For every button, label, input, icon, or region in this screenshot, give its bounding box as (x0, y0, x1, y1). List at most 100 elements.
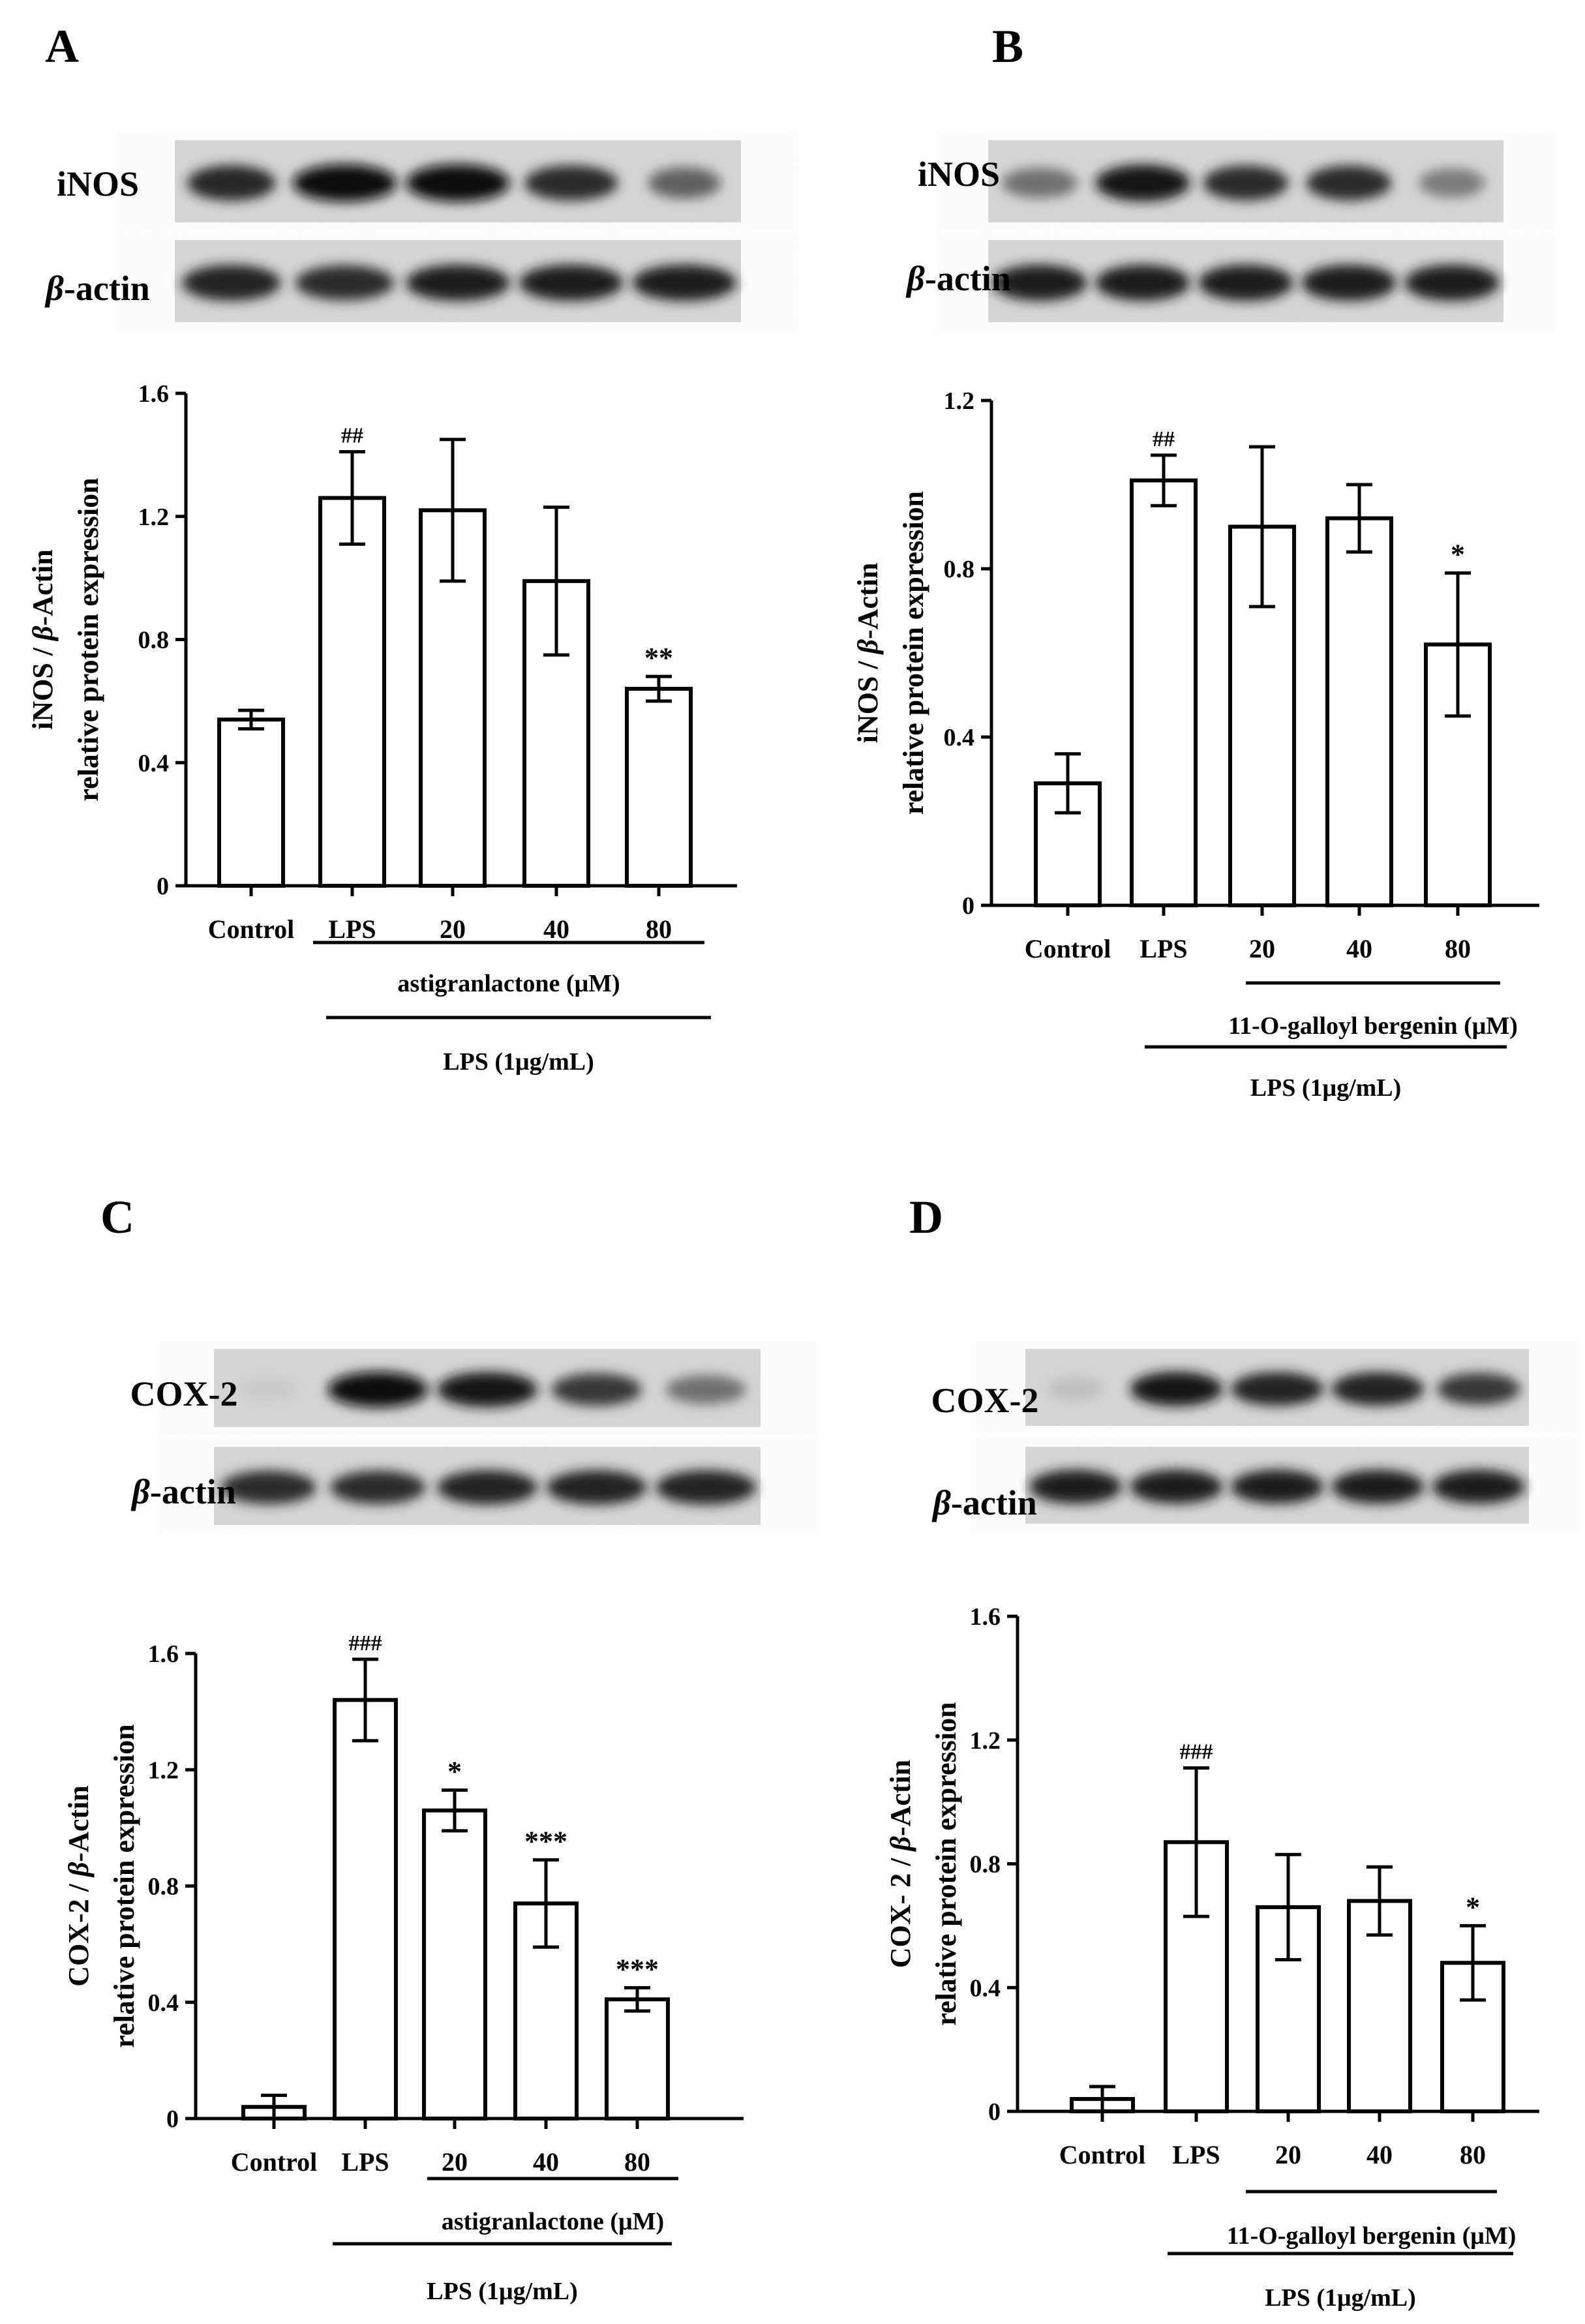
blot-band (1230, 1372, 1324, 1406)
group-label-treatment: astigranlactone (μM) (442, 2208, 664, 2235)
blot-label: COX-2 (130, 1374, 238, 1413)
blot-band (1048, 1377, 1104, 1401)
y-tick-label: 1.2 (138, 504, 170, 531)
blot-label: β-actin (130, 1472, 236, 1511)
blot-strip-beta-actin: β-actin (44, 240, 741, 322)
y-tick-label: 0 (988, 2098, 1001, 2126)
blot-label: iNOS (57, 164, 139, 204)
group-label-lps: LPS (1μg/mL) (427, 2278, 578, 2305)
x-tick-label: LPS (341, 2147, 389, 2177)
y-tick-label: 0.8 (138, 627, 170, 654)
blot-label-text: -actin (150, 1472, 236, 1511)
y-tick-label: 1.2 (944, 387, 975, 415)
x-tick-label: Control (1059, 2140, 1146, 2169)
x-tick-label: LPS (328, 914, 376, 944)
group-label-lps: LPS (1μg/mL) (443, 1048, 594, 1076)
blot-band (1306, 165, 1392, 201)
x-tick-label: 20 (1249, 934, 1275, 963)
bar (625, 687, 693, 888)
blot-band (295, 265, 395, 301)
y-tick-label: 1.6 (148, 1640, 179, 1668)
y-tick-label: 0.4 (138, 749, 170, 777)
blot-label-text: -actin (951, 1483, 1037, 1522)
y-tick-label: 0 (157, 873, 169, 900)
y-label-greek: β (63, 1862, 95, 1878)
group-label-lps: LPS (1μg/mL) (1265, 2284, 1416, 2312)
blot-band (327, 1372, 429, 1408)
x-tick-label: 80 (1445, 934, 1471, 963)
significance-mark: *** (616, 1953, 659, 1985)
x-tick-label: 40 (543, 914, 569, 944)
bar (1130, 478, 1198, 907)
panel-letter: C (100, 1191, 134, 1243)
blot-band (238, 1378, 299, 1402)
bar-chart: 0 0.4 0.8 1.2 1.6 Control LPS ### 20 * 40 *** 80 *** a… (63, 1631, 744, 2305)
blot-band (1331, 1470, 1425, 1504)
bar (422, 1808, 487, 2120)
blot-band (406, 264, 510, 301)
bar-chart: 0 0.4 0.8 1.2 Control LPS ## 20 40 80 * 11-O-galloy… (852, 387, 1539, 1102)
blot-band (181, 264, 281, 301)
y-tick-label: 1.2 (970, 1727, 1001, 1755)
significance-mark: *** (524, 1825, 567, 1857)
blot-band (1198, 264, 1293, 301)
blot-strip-beta-actin: β-actin (130, 1447, 761, 1525)
x-tick-label: 80 (646, 914, 672, 944)
blot-label-greek: β (130, 1472, 150, 1511)
blot-label: iNOS (918, 155, 1000, 194)
y-label-pre: COX-2 / (63, 1877, 95, 1987)
y-tick-label: 0.8 (970, 1851, 1001, 1879)
blot-band (648, 167, 721, 199)
y-label-post: -Actin (27, 549, 59, 626)
y-tick-label: 1.6 (970, 1603, 1001, 1631)
y-tick-label: 0 (166, 2105, 179, 2133)
bar (1325, 516, 1393, 907)
y-axis-label-line2: relative protein expression (108, 1724, 140, 2047)
y-tick-label: 1.6 (138, 380, 170, 408)
significance-mark: * (447, 1755, 462, 1787)
y-label-greek: β (884, 1836, 916, 1852)
blot-label-greek: β (931, 1483, 951, 1522)
blot-band (292, 164, 397, 202)
significance-mark: * (1466, 1891, 1480, 1923)
y-label-greek: β (27, 626, 59, 642)
group-label-treatment: 11-O-galloyl bergenin (μM) (1228, 1012, 1518, 1040)
y-axis-label-line1: COX- 2 / β-Actin (884, 1760, 916, 1969)
x-tick-label: Control (1025, 934, 1111, 963)
blot-band (1001, 168, 1078, 198)
y-label-pre: iNOS / (852, 654, 884, 743)
group-label-treatment: 11-O-galloyl bergenin (μM) (1227, 2222, 1517, 2250)
blot-band (220, 1470, 317, 1505)
blot-label-greek: β (44, 269, 64, 308)
y-label-post: -Actin (63, 1785, 95, 1862)
blot-strip-inos: iNOS (918, 140, 1503, 222)
significance-mark: ## (1153, 427, 1175, 451)
blot-band (1404, 264, 1500, 301)
x-tick-label: 40 (1346, 934, 1372, 963)
blot-band (187, 165, 276, 201)
blot-band (1301, 264, 1396, 301)
x-tick-label: Control (231, 2147, 318, 2177)
y-tick-label: 0.8 (148, 1873, 179, 1901)
y-label-post: -Actin (852, 563, 884, 639)
blot-strip-cox2: COX-2 (130, 1349, 761, 1427)
group-label-lps: LPS (1μg/mL) (1250, 1074, 1402, 1102)
blot-label-text: -actin (64, 269, 150, 308)
blot-band (1095, 264, 1190, 301)
blot-band (1419, 168, 1485, 198)
blot-band (1436, 1372, 1520, 1406)
y-axis-label-line1: iNOS / β-Actin (852, 563, 884, 744)
blot-band (1203, 165, 1289, 201)
blot-band (1432, 1470, 1525, 1504)
blot-label: β-actin (905, 259, 1011, 298)
blot-band (1029, 1470, 1123, 1504)
y-label-greek: β (852, 639, 884, 655)
y-tick-label: 1.2 (148, 1757, 179, 1784)
y-tick-label: 0.4 (970, 1974, 1001, 2002)
significance-mark: ### (349, 1631, 382, 1655)
blot-band (665, 1375, 746, 1404)
y-axis-label-line2: relative protein expression (898, 491, 929, 815)
x-tick-label: Control (208, 914, 295, 944)
